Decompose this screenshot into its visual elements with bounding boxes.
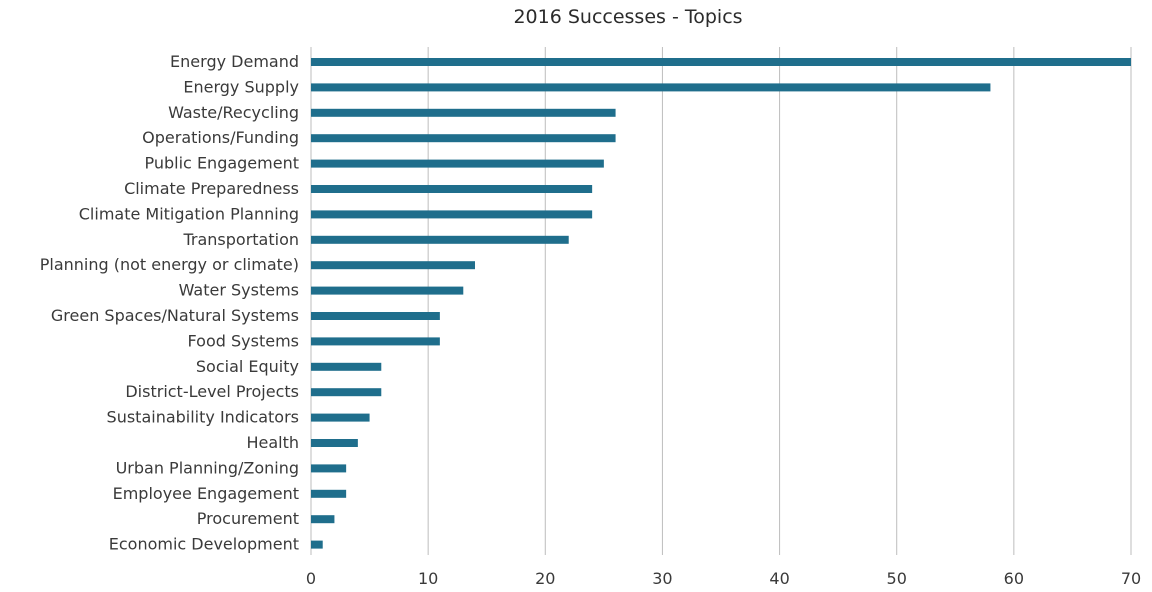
- category-label-14: Sustainability Indicators: [107, 408, 299, 427]
- category-label-4: Public Engagement: [145, 154, 300, 173]
- bar-14: [311, 413, 370, 422]
- category-label-3: Operations/Funding: [142, 128, 299, 147]
- category-label-17: Employee Engagement: [113, 484, 299, 503]
- category-label-0: Energy Demand: [170, 52, 299, 71]
- bar-8: [311, 261, 475, 270]
- category-label-2: Waste/Recycling: [168, 103, 299, 122]
- bar-6: [311, 210, 593, 219]
- x-tick-label-20: 20: [535, 569, 555, 588]
- category-label-5: Climate Preparedness: [124, 179, 299, 198]
- category-label-12: Social Equity: [196, 357, 299, 376]
- bar-5: [311, 185, 593, 193]
- bar-1: [311, 83, 991, 92]
- bar-10: [311, 312, 440, 320]
- bar-11: [311, 337, 440, 346]
- bar-9: [311, 286, 464, 295]
- bar-7: [311, 235, 569, 244]
- bar-19: [311, 540, 323, 549]
- category-label-16: Urban Planning/Zoning: [116, 458, 299, 477]
- bar-17: [311, 489, 347, 498]
- bar-15: [311, 439, 358, 447]
- bar-0: [311, 58, 1131, 66]
- category-label-1: Energy Supply: [183, 77, 299, 96]
- bar-12: [311, 362, 382, 371]
- category-label-7: Transportation: [182, 230, 299, 249]
- chart-title: 2016 Successes - Topics: [513, 6, 743, 28]
- category-label-6: Climate Mitigation Planning: [79, 204, 299, 223]
- x-tick-label-30: 30: [652, 569, 672, 588]
- category-label-19: Economic Development: [109, 535, 299, 554]
- x-tick-label-70: 70: [1121, 569, 1141, 588]
- x-tick-label-10: 10: [418, 569, 438, 588]
- x-tick-label-50: 50: [887, 569, 907, 588]
- bar-13: [311, 388, 382, 397]
- bar-3: [311, 134, 616, 143]
- bar-4: [311, 159, 604, 168]
- category-label-11: Food Systems: [188, 331, 299, 350]
- category-label-18: Procurement: [197, 509, 299, 528]
- category-label-10: Green Spaces/Natural Systems: [51, 306, 299, 325]
- category-label-13: District-Level Projects: [125, 382, 299, 401]
- bar-2: [311, 108, 616, 117]
- x-tick-label-0: 0: [306, 569, 316, 588]
- x-tick-label-60: 60: [1004, 569, 1024, 588]
- bar-16: [311, 464, 347, 473]
- bar-18: [311, 515, 335, 524]
- x-tick-label-40: 40: [769, 569, 789, 588]
- category-label-8: Planning (not energy or climate): [40, 255, 299, 274]
- category-label-9: Water Systems: [179, 281, 299, 300]
- category-label-15: Health: [246, 433, 299, 452]
